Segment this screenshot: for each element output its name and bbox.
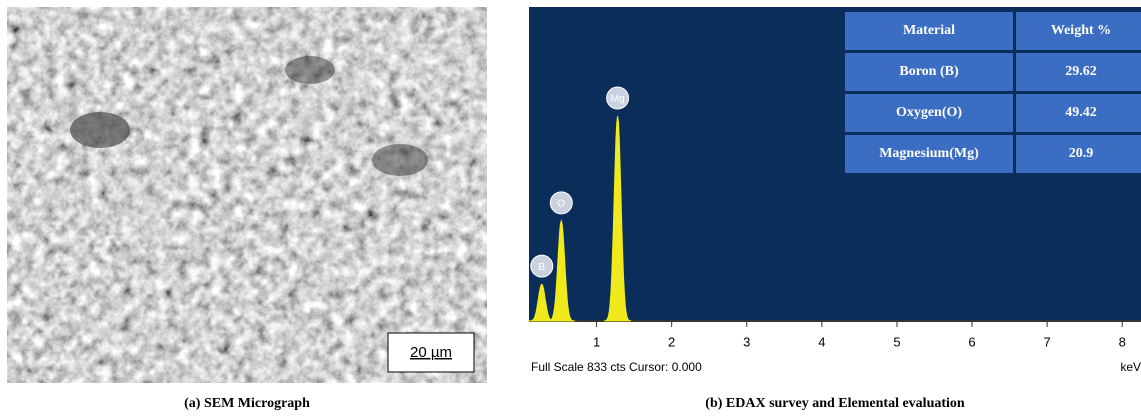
x-tick-label: 6 <box>968 334 975 349</box>
table-cell: 20.9 <box>1016 135 1141 173</box>
peak-label: O <box>557 199 565 210</box>
pore <box>70 112 130 148</box>
caption-a: (a) SEM Micrograph <box>7 396 487 412</box>
x-tick-label: 1 <box>593 334 600 349</box>
table-cell: 29.62 <box>1016 53 1141 91</box>
x-tick-label: 4 <box>818 334 825 349</box>
x-tick-label: 2 <box>668 334 675 349</box>
table-cell: Boron (B) <box>845 53 1013 91</box>
table-cell: Magnesium(Mg) <box>845 135 1013 173</box>
sem-image <box>7 7 487 383</box>
table-header: Material <box>845 12 1013 50</box>
pore <box>285 56 335 84</box>
x-tick-label: 3 <box>743 334 750 349</box>
footer: Full Scale 833 cts Cursor: 0.000 <box>531 360 702 374</box>
scale-bar-label: 20 µm <box>410 344 452 361</box>
x-tick-label: 5 <box>893 334 900 349</box>
x-tick-label: 8 <box>1119 334 1126 349</box>
pore <box>372 144 428 176</box>
caption-b: (b) EDAX survey and Elemental evaluation <box>529 396 1141 412</box>
table-cell: Oxygen(O) <box>845 94 1013 132</box>
peak-label: B <box>538 262 545 273</box>
table-cell: 49.42 <box>1016 94 1141 132</box>
x-unit: keV <box>1120 360 1141 374</box>
x-tick-label: 7 <box>1044 334 1051 349</box>
table-header: Weight % <box>1016 12 1141 50</box>
peak-label: Mg <box>611 94 625 105</box>
page: 20 µm Full Scale 833 cts Cursor: 0.000 k… <box>0 0 1141 418</box>
